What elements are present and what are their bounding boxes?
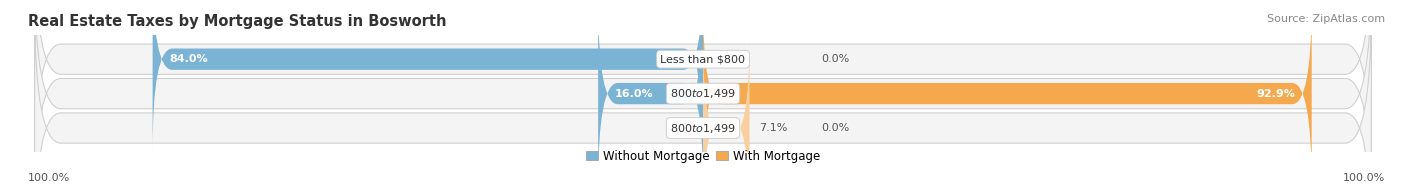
Text: $800 to $1,499: $800 to $1,499 <box>671 121 735 135</box>
Text: 100.0%: 100.0% <box>1343 173 1385 183</box>
Text: 100.0%: 100.0% <box>28 173 70 183</box>
Text: 84.0%: 84.0% <box>169 54 208 64</box>
Text: 7.1%: 7.1% <box>759 123 787 133</box>
Text: Source: ZipAtlas.com: Source: ZipAtlas.com <box>1267 14 1385 24</box>
Text: 0.0%: 0.0% <box>821 54 849 64</box>
Text: $800 to $1,499: $800 to $1,499 <box>671 87 735 100</box>
FancyBboxPatch shape <box>35 5 1371 195</box>
Text: Real Estate Taxes by Mortgage Status in Bosworth: Real Estate Taxes by Mortgage Status in … <box>28 14 447 29</box>
Text: 0.0%: 0.0% <box>821 123 849 133</box>
Text: 16.0%: 16.0% <box>614 89 654 99</box>
Legend: Without Mortgage, With Mortgage: Without Mortgage, With Mortgage <box>581 145 825 167</box>
FancyBboxPatch shape <box>153 0 703 152</box>
FancyBboxPatch shape <box>703 1 1312 186</box>
Text: Less than $800: Less than $800 <box>661 54 745 64</box>
FancyBboxPatch shape <box>703 35 749 195</box>
FancyBboxPatch shape <box>35 0 1371 195</box>
Text: 92.9%: 92.9% <box>1257 89 1295 99</box>
FancyBboxPatch shape <box>598 1 703 186</box>
FancyBboxPatch shape <box>35 0 1371 182</box>
